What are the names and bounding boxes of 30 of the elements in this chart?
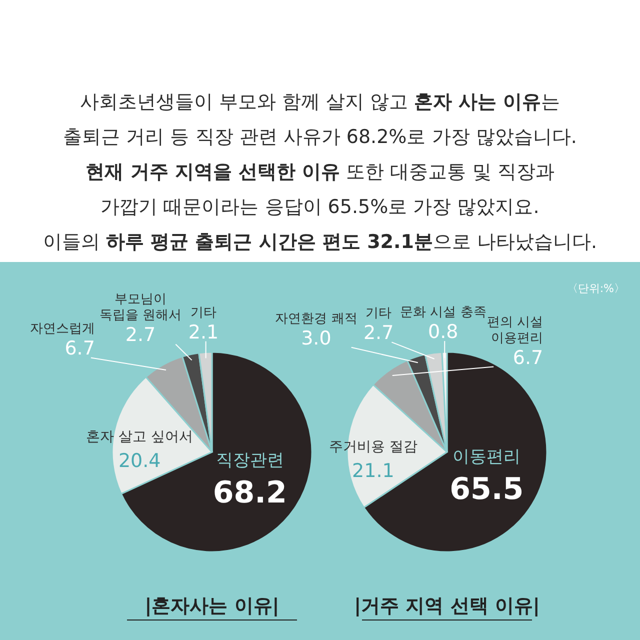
slice-label: 자연스럽게 <box>30 322 95 337</box>
slice-label: 혼자 살고 싶어서 <box>86 429 194 446</box>
slice-label: 기타 <box>190 305 216 320</box>
text: 이들의 하루 평균 출퇴근 시간은 편도 32.1분으로 나타났습니다. <box>42 231 598 253</box>
text: 가깝기 때문이라는 응답이 65.5%로 가장 많았지요. <box>100 196 540 218</box>
data-label: 6.7 <box>64 338 95 360</box>
text: 사회초년생들이 부모와 함께 살지 않고 혼자 사는 이유는 <box>80 91 560 113</box>
data-label: 68.2 <box>212 475 287 510</box>
slice-label: 기타 <box>366 306 392 322</box>
slice-label: 문화 시설 충족 <box>400 305 486 320</box>
slice-label: 부모님이 독립을 원해서 <box>99 292 182 324</box>
data-label: 6.7 <box>512 346 544 369</box>
data-label: 2.7 <box>125 324 156 346</box>
slice-label: 자연환경 쾌적 <box>275 311 358 326</box>
text: 출퇴근 거리 등 직장 관련 사유가 68.2%로 가장 많았습니다. <box>63 126 577 148</box>
slice-label: 편의 시설 이용편리 <box>486 314 544 346</box>
text: 〈단위:%〉 <box>566 282 625 295</box>
data-label: 65.5 <box>450 472 524 508</box>
slice-label: 이동편리 <box>452 447 521 468</box>
text: |혼자사는 이유| <box>144 595 280 617</box>
data-label: 21.1 <box>352 460 394 482</box>
slice-label: 주거비용 절감 <box>328 438 418 455</box>
data-label: 2.7 <box>363 322 394 344</box>
slice-label: 직장관련 <box>216 450 284 470</box>
text: |거주 지역 선택 이유| <box>354 595 540 617</box>
data-label: 2.1 <box>188 321 219 344</box>
data-label: 3.0 <box>301 327 332 350</box>
data-label: 20.4 <box>118 450 161 472</box>
text: 현재 거주 지역을 선택한 이유 또한 대중교통 및 직장과 <box>86 161 554 183</box>
data-label: 0.8 <box>428 321 458 344</box>
